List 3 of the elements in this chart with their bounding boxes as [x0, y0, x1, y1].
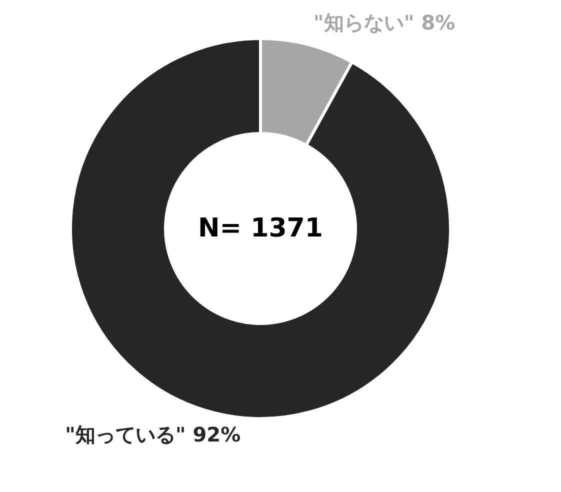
text: N= 1371 [198, 214, 323, 244]
slice-label: "知っている" 92% [64, 422, 241, 447]
slice-label: "知らない" 8% [313, 10, 456, 34]
